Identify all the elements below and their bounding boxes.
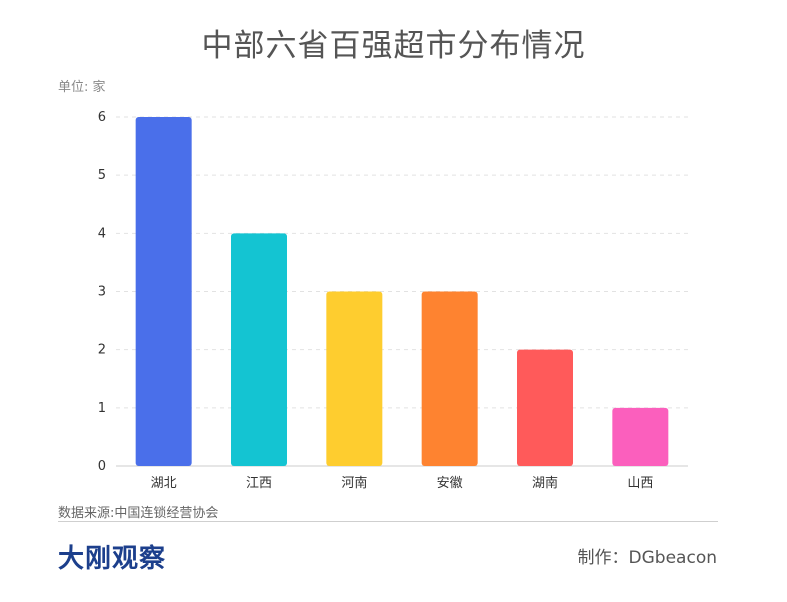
bar <box>517 349 573 466</box>
y-tick-label: 4 <box>98 226 106 241</box>
brand-logo: 大刚观察 <box>58 544 167 574</box>
bar <box>612 407 669 466</box>
x-tick-label: 湖南 <box>532 475 558 491</box>
bar <box>421 291 478 466</box>
chart-title: 中部六省百强超市分布情况 <box>201 28 586 64</box>
credit-text: 制作：DGbeacon <box>577 548 717 568</box>
x-tick-label: 山西 <box>627 476 653 491</box>
x-tick-label: 河南 <box>341 475 367 491</box>
unit-label: 单位: 家 <box>58 80 106 95</box>
x-tick-label: 湖北 <box>151 476 177 491</box>
x-tick-label: 江西 <box>246 476 272 491</box>
y-tick-label: 2 <box>98 343 106 358</box>
bar <box>326 291 383 466</box>
data-source: 数据来源:中国连锁经营协会 <box>58 506 219 521</box>
bar <box>135 117 192 466</box>
x-tick-label: 安徽 <box>437 476 463 491</box>
footer-divider <box>58 521 718 522</box>
y-tick-label: 6 <box>98 110 106 125</box>
y-tick-label: 3 <box>98 285 106 300</box>
y-tick-label: 1 <box>98 401 106 416</box>
y-tick-label: 5 <box>98 168 106 183</box>
bar-chart: 0 1 2 3 4 5 6 湖北 江西 河南 安徽 湖南 山西 <box>98 110 688 491</box>
y-tick-label: 0 <box>98 459 106 474</box>
bar <box>231 233 287 466</box>
